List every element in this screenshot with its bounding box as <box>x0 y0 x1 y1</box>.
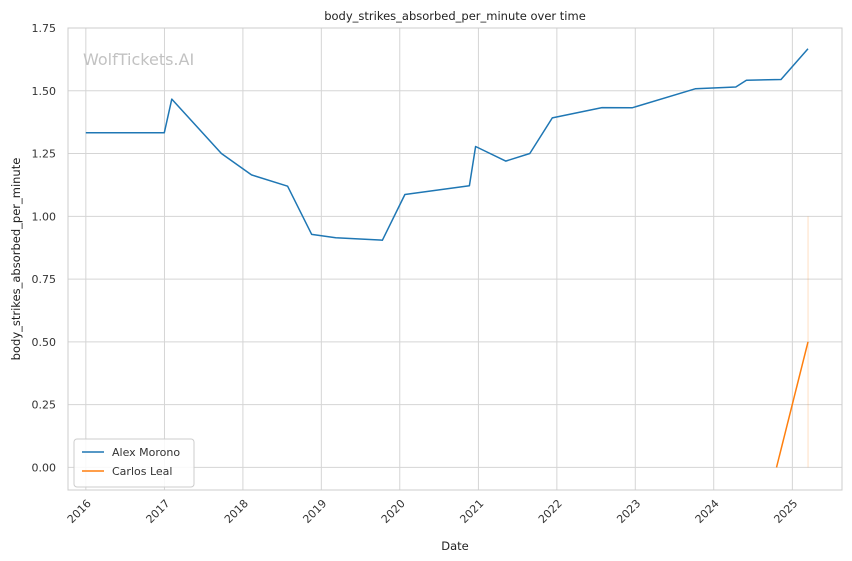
y-tick-label: 1.00 <box>32 210 57 223</box>
y-tick-label: 0.00 <box>32 461 57 474</box>
series-line-0 <box>85 48 809 241</box>
x-axis-label: Date <box>441 539 469 553</box>
legend-box <box>73 438 195 488</box>
series-line-1 <box>775 341 809 468</box>
x-tick-label: 2023 <box>614 497 643 526</box>
y-tick-label: 1.75 <box>32 22 57 35</box>
y-tick-label: 1.50 <box>32 85 57 98</box>
legend: Alex Morono Carlos Leal <box>73 438 195 488</box>
y-tick-labels: 0.00 0.25 0.50 0.75 1.00 1.25 1.50 1.75 <box>32 22 57 474</box>
x-tick-label: 2017 <box>144 497 173 526</box>
y-tick-label: 1.25 <box>32 148 57 161</box>
legend-label: Alex Morono <box>112 446 180 459</box>
plot-border <box>67 27 843 491</box>
x-tick-label: 2016 <box>65 497 94 526</box>
y-tick-label: 0.50 <box>32 336 57 349</box>
x-tick-label: 2021 <box>457 497 486 526</box>
watermark: WolfTickets.AI <box>83 50 194 69</box>
chart-title: body_strikes_absorbed_per_minute over ti… <box>324 9 586 23</box>
x-tick-label: 2024 <box>693 497 722 526</box>
plot-area <box>68 28 842 490</box>
x-tick-label: 2019 <box>300 497 329 526</box>
legend-label: Carlos Leal <box>112 465 172 478</box>
y-axis-label: body_strikes_absorbed_per_minute <box>9 158 23 361</box>
x-tick-label: 2025 <box>771 497 800 526</box>
x-tick-label: 2022 <box>536 497 565 526</box>
x-grid <box>85 28 793 490</box>
x-tick-label: 2018 <box>222 497 251 526</box>
series-lines <box>85 48 809 468</box>
x-tick-label: 2020 <box>379 497 408 526</box>
y-tick-label: 0.25 <box>32 399 57 412</box>
y-tick-label: 0.75 <box>32 273 57 286</box>
x-tick-labels: 2016 2017 2018 2019 2020 2021 2022 2023 2024 2025 <box>65 497 801 526</box>
